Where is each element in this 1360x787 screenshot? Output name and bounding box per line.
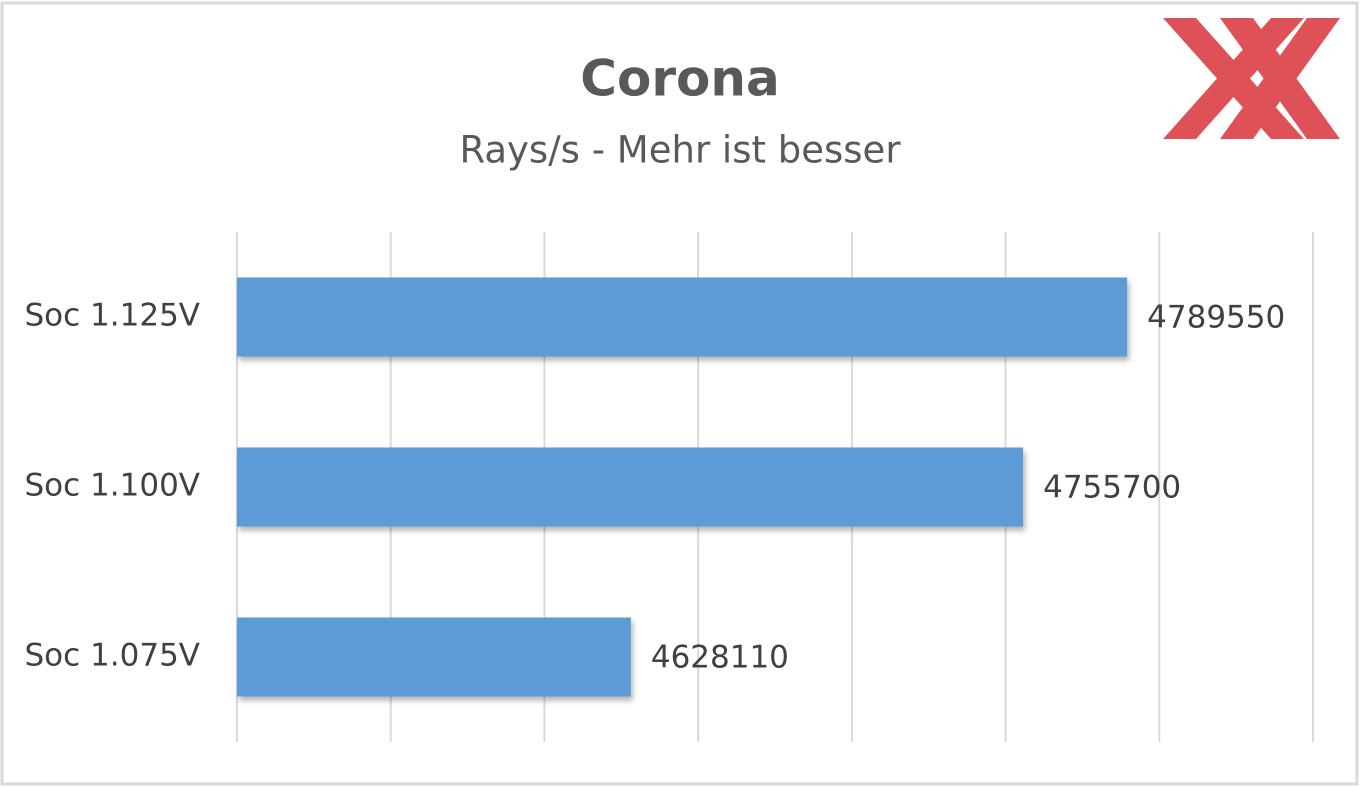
chart-subtitle: Rays/s - Mehr ist besser bbox=[459, 129, 901, 172]
value-label: 4628110 bbox=[651, 640, 789, 676]
bar bbox=[237, 617, 631, 697]
logo bbox=[1163, 18, 1340, 139]
value-label: 4789550 bbox=[1147, 300, 1285, 336]
y-tick-label: Soc 1.125V bbox=[25, 298, 201, 334]
bar bbox=[237, 447, 1024, 527]
bar bbox=[237, 277, 1128, 357]
y-tick-label: Soc 1.100V bbox=[25, 468, 201, 504]
value-label: 4755700 bbox=[1043, 470, 1181, 506]
y-tick-label: Soc 1.075V bbox=[25, 638, 201, 674]
chart-title: Corona bbox=[580, 50, 779, 108]
